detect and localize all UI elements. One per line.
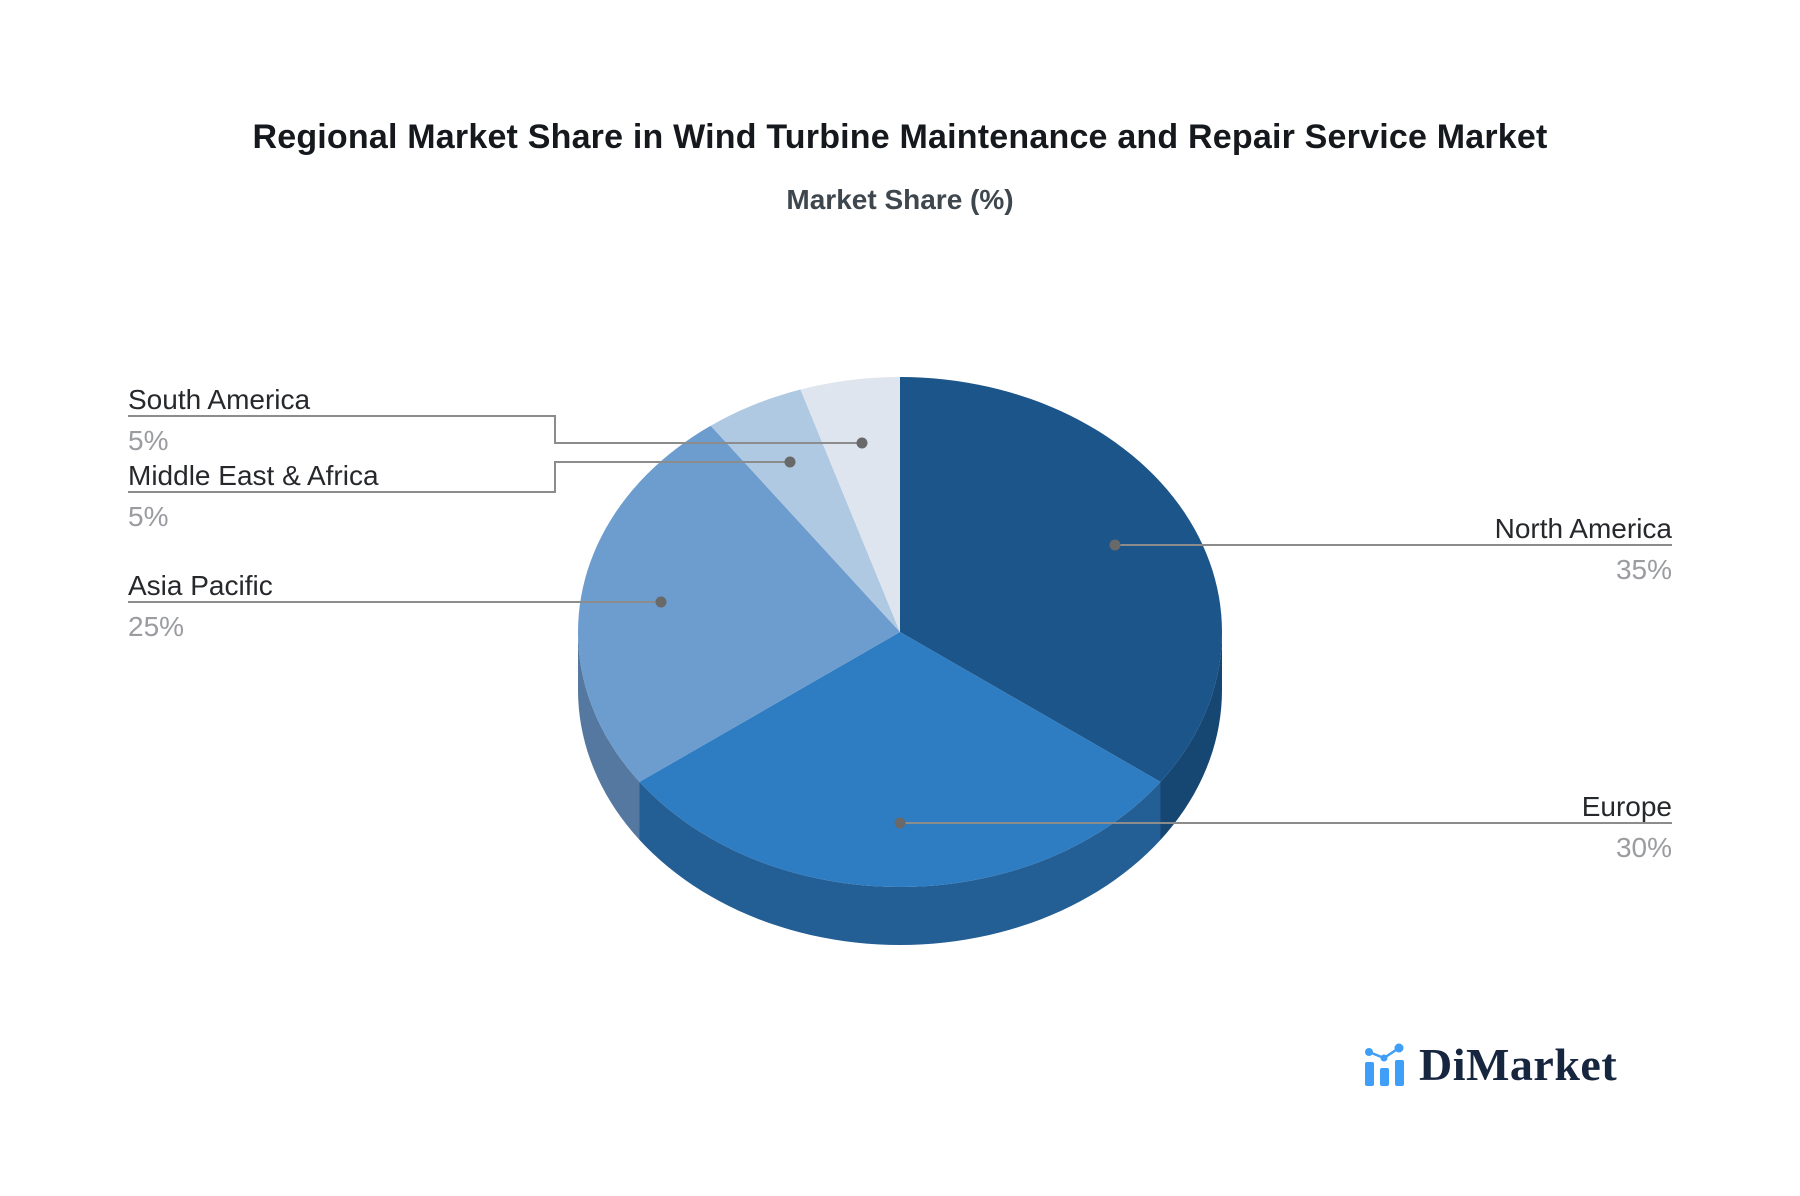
callout-value: 30%	[1615, 832, 1672, 863]
leader-line	[128, 415, 862, 444]
callout-north-america: North America 35%	[1115, 513, 1672, 585]
bar-chart-trend-icon	[1365, 1043, 1404, 1086]
callout-value: 35%	[1615, 554, 1672, 585]
chart-title: Regional Market Share in Wind Turbine Ma…	[252, 118, 1548, 156]
pie-slice-side-north-america	[1160, 632, 1222, 840]
callout-value: 5%	[128, 425, 169, 456]
callout-label: Asia Pacific	[128, 570, 273, 601]
leader-dot	[856, 437, 868, 449]
callout-south-america: South America 5%	[128, 384, 555, 456]
callout-value: 5%	[128, 501, 169, 532]
callout-label: South America	[128, 384, 311, 415]
pie-slice-south-america[interactable]	[800, 377, 901, 632]
leader-dot	[1109, 539, 1121, 551]
brand-logo: DiMarket	[1363, 1038, 1617, 1091]
callout-label: North America	[1494, 513, 1672, 544]
pie-slice-north-america[interactable]	[900, 377, 1222, 782]
callout-label: Europe	[1581, 791, 1672, 822]
brand-logo-text: DiMarket	[1419, 1039, 1618, 1090]
leader-dot	[655, 596, 667, 608]
leader-line	[128, 461, 790, 493]
pie-slice-middle-east-africa[interactable]	[710, 389, 900, 632]
pie-slice-side-europe	[639, 781, 1161, 945]
leader-dot	[784, 456, 796, 468]
chart-subtitle: Market Share (%)	[786, 184, 1014, 215]
callout-europe: Europe 30%	[900, 791, 1672, 863]
leader-dot	[894, 817, 906, 829]
callout-value: 25%	[128, 611, 185, 642]
pie-slice-side-asia-pacific	[578, 632, 640, 840]
callout-asia-pacific: Asia Pacific 25%	[128, 570, 661, 642]
callout-middle-east-africa: Middle East & Africa 5%	[128, 460, 555, 532]
callout-label: Middle East & Africa	[128, 460, 379, 491]
pie-slice-asia-pacific[interactable]	[578, 425, 900, 782]
